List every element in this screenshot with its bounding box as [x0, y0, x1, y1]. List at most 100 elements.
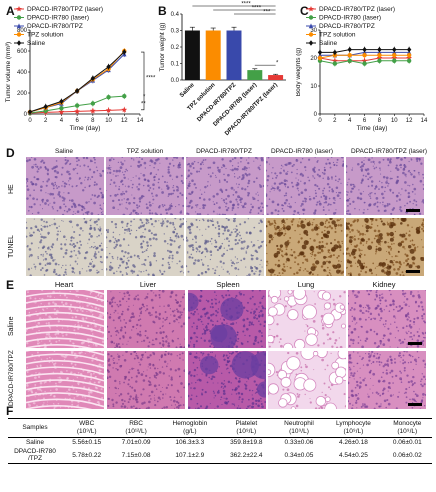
- cell: [374, 298, 377, 301]
- cell: [118, 346, 121, 348]
- alveolus: [337, 351, 346, 360]
- cell: [369, 388, 371, 390]
- cell: [196, 379, 199, 381]
- cell: [395, 374, 398, 378]
- cell: [379, 242, 381, 244]
- data-point: [362, 53, 367, 58]
- cell: [57, 320, 60, 323]
- cell: [413, 213, 416, 215]
- cell: [353, 185, 356, 188]
- cell: [225, 401, 229, 405]
- cell: [44, 225, 46, 227]
- cell: [162, 397, 164, 399]
- cell: [386, 359, 389, 363]
- cell: [201, 354, 204, 356]
- cell: [27, 268, 31, 271]
- cell: [250, 209, 252, 212]
- cell: [48, 253, 52, 257]
- cell: [363, 312, 365, 314]
- cell: [159, 331, 163, 335]
- cell: [214, 227, 217, 229]
- cell: [46, 180, 49, 183]
- cell: [173, 319, 176, 323]
- cell: [106, 229, 108, 232]
- cell: [66, 170, 69, 174]
- cell: [45, 322, 48, 325]
- cell: [412, 264, 414, 266]
- cell: [367, 178, 370, 181]
- cell: [152, 195, 154, 197]
- apoptotic-cell: [323, 233, 327, 237]
- x-tick-label: 6: [75, 118, 79, 124]
- cell: [118, 239, 120, 241]
- cell: [84, 179, 86, 181]
- cell: [375, 291, 378, 294]
- alveolus: [280, 376, 292, 388]
- cell: [112, 296, 115, 300]
- cell: [174, 369, 177, 372]
- cell: [255, 257, 259, 260]
- cell: [144, 250, 146, 253]
- cell: [34, 163, 37, 166]
- cell: [268, 163, 270, 165]
- cell: [409, 354, 412, 357]
- cell: [133, 218, 135, 221]
- cell: [176, 263, 178, 265]
- cell: [74, 212, 76, 215]
- cell: [214, 298, 217, 301]
- cell: [113, 361, 116, 365]
- cell: [41, 290, 44, 292]
- cell: [405, 314, 408, 318]
- cell: [190, 253, 193, 256]
- cell: [415, 394, 419, 398]
- cell: [107, 325, 109, 328]
- apoptotic-cell: [281, 219, 285, 223]
- cell: [230, 323, 233, 326]
- cell: [212, 382, 214, 384]
- cell: [69, 243, 72, 246]
- cell: [147, 293, 149, 295]
- cell: [394, 321, 396, 324]
- cell: [103, 202, 104, 205]
- cell: [250, 323, 253, 326]
- cell: [88, 344, 90, 347]
- cell: [291, 223, 294, 226]
- cell: [392, 263, 395, 266]
- cell: [47, 302, 51, 305]
- apoptotic-cell: [397, 242, 403, 247]
- value-cell: 362.2±22.4: [218, 447, 274, 464]
- cell: [146, 241, 149, 244]
- cell: [414, 399, 417, 402]
- x-tick-label: 10: [391, 118, 398, 124]
- cell: [142, 184, 145, 187]
- cell: [106, 190, 107, 192]
- cell: [349, 309, 352, 311]
- cell: [293, 251, 296, 254]
- cell: [403, 157, 407, 159]
- cell: [177, 406, 180, 409]
- cell: [356, 397, 360, 400]
- cell: [242, 318, 246, 322]
- cell: [387, 251, 391, 254]
- apoptotic-cell: [389, 224, 394, 229]
- bar: [247, 70, 263, 80]
- cell: [234, 228, 236, 230]
- cell: [350, 243, 352, 246]
- cell: [177, 187, 179, 189]
- cell: [259, 229, 262, 233]
- cell: [175, 346, 178, 348]
- cell: [222, 164, 225, 167]
- cell: [64, 162, 67, 165]
- cell: [379, 394, 382, 397]
- cell: [262, 214, 264, 215]
- cell: [140, 270, 142, 273]
- cell: [172, 164, 175, 167]
- cell: [126, 230, 128, 232]
- cell: [237, 186, 239, 188]
- cell: [387, 245, 391, 249]
- cell: [55, 185, 58, 187]
- cell: [38, 355, 40, 358]
- cell: [364, 157, 366, 159]
- cell: [386, 221, 388, 223]
- cell: [135, 328, 137, 330]
